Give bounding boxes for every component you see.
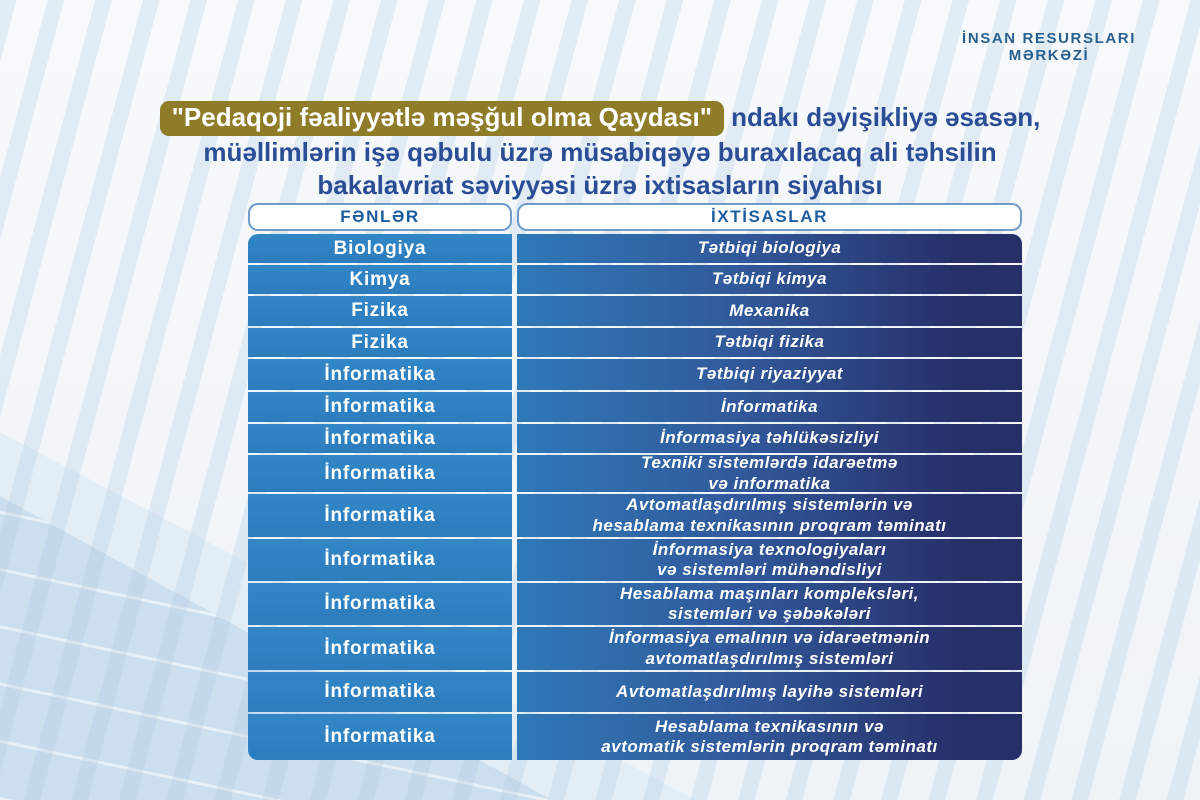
- table-row: İnformatika Avtomatlaşdırılmış sistemləri…: [248, 494, 1022, 537]
- table-row: Fizika Tətbiqi fizika: [248, 328, 1022, 357]
- title-line1-rest: ndakı dəyişikliyə əsasən,: [731, 102, 1041, 132]
- table-row: Kimya Tətbiqi kimya: [248, 265, 1022, 294]
- specialization-cell: Avtomatlaşdırılmış sistemlərin və hesabl…: [517, 494, 1022, 537]
- specialization-cell: Texniki sistemlərdə idarəetmə və informa…: [517, 453, 1022, 493]
- page-title: "Pedaqoji fəaliyyətlə məşğul olma Qaydas…: [0, 101, 1200, 202]
- column-header-specializations: İXTİSASLAR: [517, 203, 1022, 231]
- subject-cell: İnformatika: [248, 714, 512, 760]
- title-line1: "Pedaqoji fəaliyyətlə məşğul olma Qaydas…: [0, 101, 1200, 136]
- specialization-cell: İnformatika: [517, 392, 1022, 422]
- specialization-cell: İnformasiya təhlükəsizliyi: [517, 424, 1022, 453]
- column-header-subjects: FƏNLƏR: [248, 203, 512, 231]
- subject-cell: İnformatika: [248, 583, 512, 625]
- table-row: Fizika Mexanika: [248, 296, 1022, 326]
- subject-cell: İnformatika: [248, 627, 512, 670]
- subject-cell: İnformatika: [248, 424, 512, 453]
- table-row: İnformatika İnformasiya emalının və idarə…: [248, 627, 1022, 670]
- table-row: İnformatika İnformasiya texnologiyaları v…: [248, 539, 1022, 581]
- subject-cell: Fizika: [248, 328, 512, 357]
- title-line2: müəllimlərin işə qəbulu üzrə müsabiqəyə …: [203, 137, 997, 167]
- table-row: İnformatika Hesablama maşınları kompleksl…: [248, 583, 1022, 625]
- specialization-cell: İnformasiya emalının və idarəetmənin avt…: [517, 627, 1022, 670]
- table-row: İnformatika Hesablama texnikasının və avt…: [248, 714, 1022, 760]
- specialization-cell: Tətbiqi kimya: [517, 265, 1022, 294]
- subject-cell: İnformatika: [248, 455, 512, 492]
- subject-cell: İnformatika: [248, 359, 512, 390]
- subject-cell: İnformatika: [248, 494, 512, 537]
- specialization-cell: Hesablama maşınları kompleksləri, sistem…: [517, 583, 1022, 625]
- table-body: Biologiya Tətbiqi biologiya Kimya Tətbiqi k…: [248, 234, 1022, 760]
- table-row: İnformatika Texniki sistemlərdə idarəetmə…: [248, 453, 1022, 493]
- org-logo: İNSAN RESURSLARI MƏRKƏZİ: [962, 30, 1136, 64]
- subject-cell: Biologiya: [248, 234, 512, 263]
- specialization-cell: Tətbiqi fizika: [517, 328, 1022, 357]
- subject-cell: Kimya: [248, 265, 512, 294]
- table-header-row: FƏNLƏR İXTİSASLAR: [248, 203, 1022, 231]
- specialization-cell: Mexanika: [517, 296, 1022, 326]
- specialization-cell: Avtomatlaşdırılmış layihə sistemləri: [517, 672, 1022, 712]
- subject-cell: Fizika: [248, 296, 512, 326]
- table-row: İnformatika Tətbiqi riyaziyyat: [248, 359, 1022, 390]
- specialization-cell: Tətbiqi riyaziyyat: [517, 359, 1022, 390]
- table-row: İnformatika İnformatika: [248, 392, 1022, 422]
- logo-line1: İNSAN RESURSLARI: [962, 30, 1136, 47]
- title-highlight-badge: "Pedaqoji fəaliyyətlə məşğul olma Qaydas…: [159, 101, 725, 136]
- table-row: Biologiya Tətbiqi biologiya: [248, 234, 1022, 263]
- table-row: İnformatika Avtomatlaşdırılmış layihə sis…: [248, 672, 1022, 712]
- specialization-cell: İnformasiya texnologiyaları və sistemlər…: [517, 539, 1022, 581]
- subject-cell: İnformatika: [248, 672, 512, 712]
- table-row: İnformatika İnformasiya təhlükəsizliyi: [248, 424, 1022, 453]
- specializations-table: FƏNLƏR İXTİSASLAR Biologiya Tətbiqi biolo…: [248, 203, 1022, 760]
- title-line3: bakalavriat səviyyəsi üzrə ixtisasların …: [317, 170, 883, 200]
- subject-cell: İnformatika: [248, 392, 512, 422]
- specialization-cell: Tətbiqi biologiya: [517, 234, 1022, 263]
- subject-cell: İnformatika: [248, 539, 512, 581]
- logo-line2: MƏRKƏZİ: [1008, 46, 1090, 64]
- specialization-cell: Hesablama texnikasının və avtomatik sist…: [517, 714, 1022, 760]
